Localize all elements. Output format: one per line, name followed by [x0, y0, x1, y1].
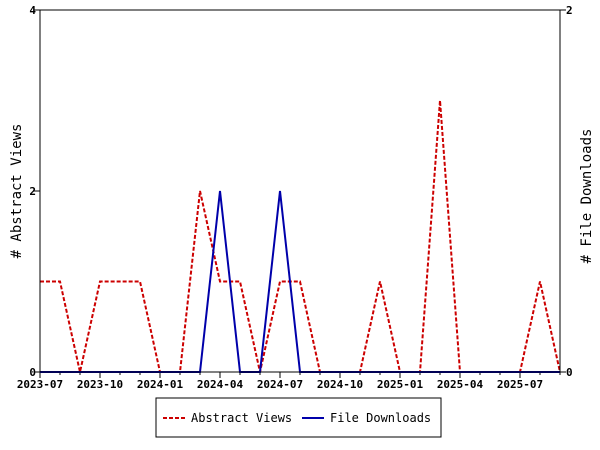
tick-labels: 2023-07 2023-10 2024-01 2024-04 2024-07 2024-… — [17, 4, 573, 391]
x-tick-label: 2024-07 — [257, 378, 303, 391]
series-line-abstract-views — [40, 100, 561, 373]
legend: Abstract Views File Downloads — [155, 397, 442, 438]
legend-label-abstract-views: Abstract Views — [191, 411, 292, 425]
x-tick-label: 2024-01 — [137, 378, 184, 391]
legend-label-file-downloads: File Downloads — [330, 411, 431, 425]
x-tick-label: 2024-10 — [317, 378, 363, 391]
legend-box — [155, 397, 442, 438]
plot-frame — [39, 9, 561, 373]
x-tick-label: 2025-07 — [497, 378, 543, 391]
x-tick-label: 2025-01 — [377, 378, 424, 391]
x-tick-label: 2024-04 — [197, 378, 244, 391]
y-left-tick-label: 4 — [29, 4, 36, 17]
y-right-tick-label: 0 — [566, 366, 573, 379]
y-left-tick-label: 2 — [29, 185, 36, 198]
x-tick-label: 2023-10 — [77, 378, 123, 391]
y-axis-right-label: # File Downloads — [579, 129, 595, 264]
x-tick-label: 2023-07 — [17, 378, 63, 391]
y-left-tick-label: 0 — [29, 366, 36, 379]
series-lines — [40, 100, 561, 373]
x-tick-label: 2025-04 — [437, 378, 484, 391]
ticks — [34, 9, 566, 378]
y-axis-left-label: # Abstract Views — [9, 124, 25, 259]
y-right-tick-label: 2 — [566, 4, 573, 17]
